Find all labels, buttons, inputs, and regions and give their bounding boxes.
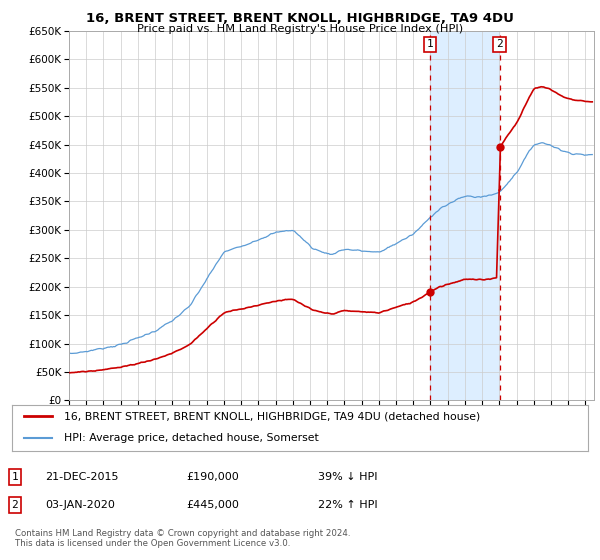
Text: Price paid vs. HM Land Registry's House Price Index (HPI): Price paid vs. HM Land Registry's House … xyxy=(137,24,463,34)
Text: £190,000: £190,000 xyxy=(186,472,239,482)
Text: £445,000: £445,000 xyxy=(186,500,239,510)
Text: 03-JAN-2020: 03-JAN-2020 xyxy=(45,500,115,510)
Text: 1: 1 xyxy=(427,39,433,49)
Text: 39% ↓ HPI: 39% ↓ HPI xyxy=(318,472,377,482)
Text: 2: 2 xyxy=(11,500,19,510)
Text: 16, BRENT STREET, BRENT KNOLL, HIGHBRIDGE, TA9 4DU: 16, BRENT STREET, BRENT KNOLL, HIGHBRIDG… xyxy=(86,12,514,25)
Text: 1: 1 xyxy=(11,472,19,482)
Text: HPI: Average price, detached house, Somerset: HPI: Average price, detached house, Some… xyxy=(64,433,319,443)
Text: 22% ↑ HPI: 22% ↑ HPI xyxy=(318,500,377,510)
Text: Contains HM Land Registry data © Crown copyright and database right 2024.
This d: Contains HM Land Registry data © Crown c… xyxy=(15,529,350,548)
Text: 2: 2 xyxy=(496,39,503,49)
Bar xyxy=(430,31,499,400)
Text: 21-DEC-2015: 21-DEC-2015 xyxy=(45,472,119,482)
Text: 16, BRENT STREET, BRENT KNOLL, HIGHBRIDGE, TA9 4DU (detached house): 16, BRENT STREET, BRENT KNOLL, HIGHBRIDG… xyxy=(64,412,480,421)
